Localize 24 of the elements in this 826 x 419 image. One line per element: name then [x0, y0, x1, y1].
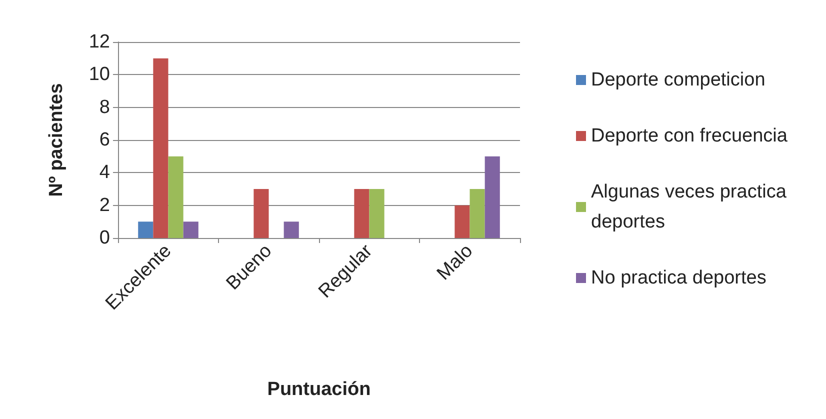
- bar: [284, 222, 299, 238]
- y-tick-label: 0: [99, 228, 110, 248]
- bar: [254, 189, 269, 238]
- bar: [183, 222, 198, 238]
- bar: [138, 222, 154, 238]
- legend-label: Deporte con frecuencia: [591, 126, 788, 146]
- y-tick-label: 6: [99, 130, 110, 150]
- x-axis-title: Puntuación: [267, 379, 371, 400]
- bar: [153, 58, 168, 238]
- legend-label: No practica deportes: [591, 268, 766, 288]
- bar: [454, 205, 470, 238]
- legend-label: Deporte competicion: [591, 70, 766, 90]
- bar: [354, 189, 370, 238]
- y-tick-label: 4: [99, 162, 110, 184]
- y-tick-label: 10: [88, 64, 110, 86]
- y-tick-label: 12: [88, 32, 110, 52]
- y-tick-label: 8: [99, 96, 110, 118]
- bar: [168, 156, 184, 238]
- y-axis-title: Nº pacientes: [46, 83, 67, 197]
- bar: [484, 156, 500, 238]
- y-tick-label: 2: [99, 194, 110, 216]
- legend-label: Algunas veces practica deportes: [591, 182, 792, 232]
- bar: [470, 189, 485, 238]
- bar: [369, 189, 384, 238]
